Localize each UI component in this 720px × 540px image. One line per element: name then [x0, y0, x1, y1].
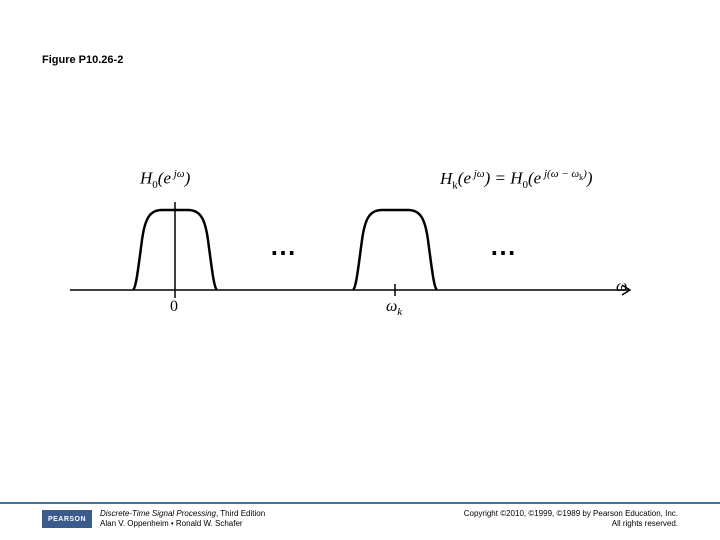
- footer: PEARSON Discrete-Time Signal Processing,…: [0, 506, 720, 532]
- ellipsis-right: ⋯: [490, 238, 520, 268]
- label-h0: H0(e jω): [140, 168, 190, 191]
- book-info: Discrete-Time Signal Processing, Third E…: [100, 509, 265, 528]
- filter-bank-diagram: H0(e jω) Hk(e jω) = H0(e j(ω − ωk)) ⋯ ⋯ …: [70, 170, 650, 330]
- axis-omega-label: ω: [616, 278, 627, 296]
- footer-divider: [0, 502, 720, 504]
- pearson-logo: PEARSON: [42, 510, 92, 528]
- axis-zero-label: 0: [170, 298, 178, 316]
- book-title: Discrete-Time Signal Processing: [100, 509, 216, 518]
- copyright-line1: Copyright ©2010, ©1999, ©1989 by Pearson…: [464, 509, 678, 519]
- ellipsis-left: ⋯: [270, 238, 300, 268]
- label-hk: Hk(e jω) = H0(e j(ω − ωk)): [440, 168, 593, 191]
- copyright-line2: All rights reserved.: [464, 519, 678, 529]
- figure-title: Figure P10.26-2: [42, 54, 123, 66]
- book-authors: Alan V. Oppenheim • Ronald W. Schafer: [100, 519, 265, 529]
- axis-omegak-label: ωk: [386, 298, 402, 318]
- book-edition: , Third Edition: [216, 509, 265, 518]
- copyright-block: Copyright ©2010, ©1999, ©1989 by Pearson…: [464, 509, 678, 528]
- diagram-svg: [70, 170, 650, 330]
